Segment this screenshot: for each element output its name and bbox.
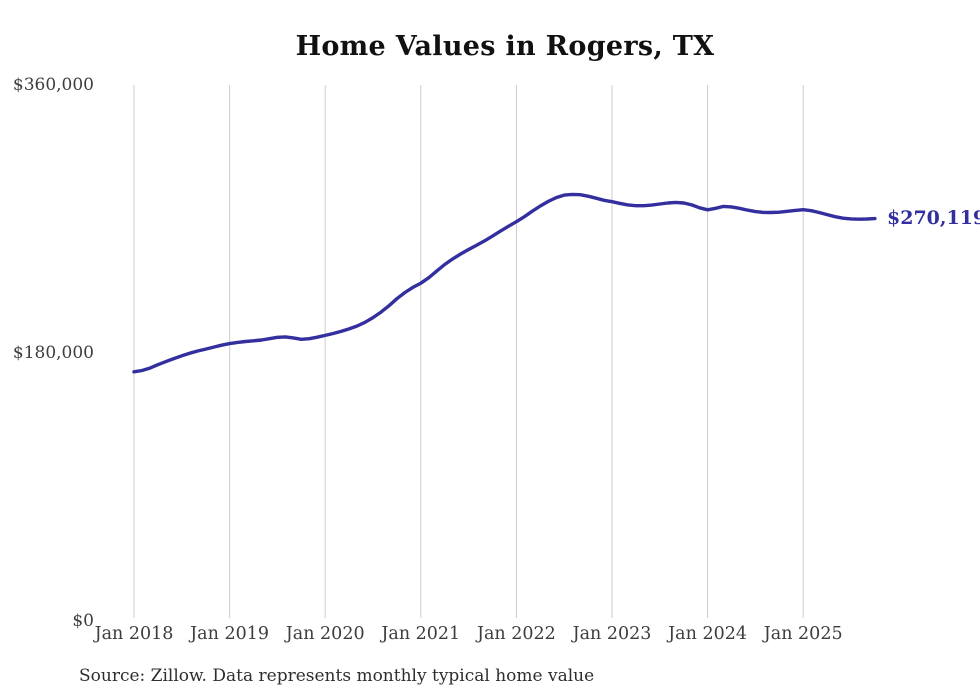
source-attribution: Source: Zillow. Data represents monthly … xyxy=(79,666,595,686)
x-tick-label: Jan 2020 xyxy=(285,624,365,644)
home-value-line xyxy=(132,192,877,374)
y-tick-label-180000: $180,000 xyxy=(12,343,94,363)
chart-title: Home Values in Rogers, TX xyxy=(295,31,715,62)
x-tick-label: Jan 2018 xyxy=(94,624,174,644)
x-axis-labels: Jan 2018 Jan 2019 Jan 2020 Jan 2021 Jan 2022… xyxy=(0,624,980,648)
x-tick-label: Jan 2023 xyxy=(572,624,652,644)
latest-value-label: $270,119 xyxy=(887,207,980,230)
y-tick-label-360000: $360,000 xyxy=(12,75,94,95)
x-tick-label: Jan 2025 xyxy=(763,624,843,644)
x-tick-label: Jan 2022 xyxy=(476,624,556,644)
x-tick-label: Jan 2024 xyxy=(668,624,747,644)
x-tick-label: Jan 2021 xyxy=(381,624,461,644)
x-tick-label: Jan 2019 xyxy=(190,624,269,644)
y-tick-label-0: $0 xyxy=(72,611,94,631)
